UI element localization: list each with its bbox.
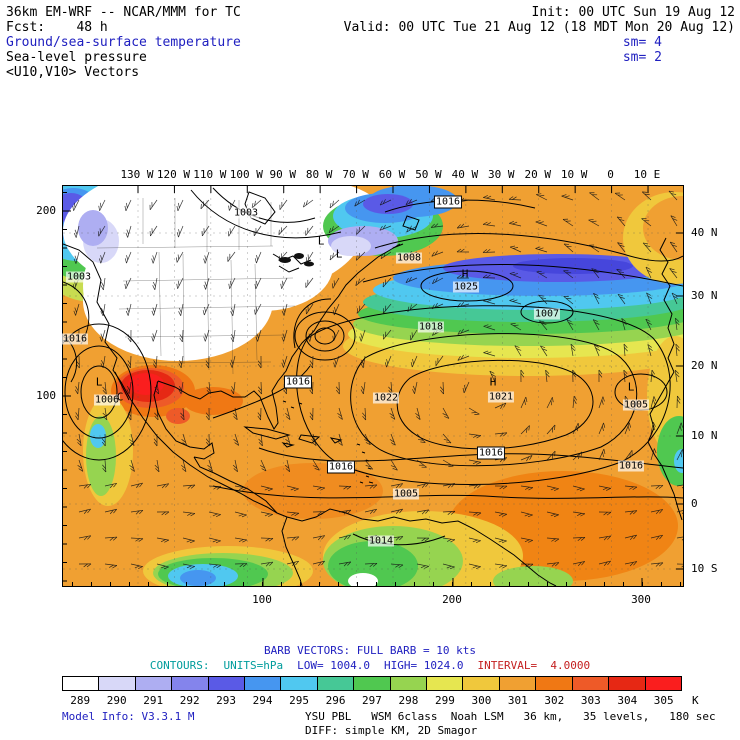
pressure-contours: [63, 187, 683, 546]
colorbar-tick-label: 298: [398, 694, 419, 707]
axis-ticks: [63, 186, 683, 586]
colorbar-tick-label: 299: [434, 694, 455, 707]
smoothing-1: sm= 4: [622, 35, 662, 50]
bottom-axis-label: 300: [631, 593, 651, 606]
map-canvas: [63, 186, 683, 586]
right-axis-label: 20 N: [691, 359, 718, 372]
top-axis-label: 120 W: [156, 168, 190, 181]
colorbar-cell-294: [245, 677, 282, 690]
contour-legend: CONTOURS: UNITS=hPa LOW= 1004.0 HIGH= 1024.…: [0, 660, 740, 672]
top-axis-label: 30 W: [488, 168, 515, 181]
field-temperature-label: Ground/sea-surface temperature: [6, 35, 241, 50]
top-axis-label: 0: [607, 168, 614, 181]
colorbar-cell-299: [427, 677, 464, 690]
map-frame: 1003 1016 1008 1025 1007 1018 1003 1016 1006 1016…: [61, 185, 684, 587]
colorbar-cell-305: [645, 677, 681, 690]
colorbar-cell-300: [463, 677, 500, 690]
colorbar-cell-291: [135, 677, 173, 690]
colorbar-tick-label: 296: [325, 694, 346, 707]
colorbar-cell-303: [572, 677, 610, 690]
colorbar-unit: K: [692, 694, 699, 707]
colorbar-cell-290: [99, 677, 136, 690]
colorbar-tick-label: 290: [106, 694, 127, 707]
top-axis-label: 20 W: [524, 168, 551, 181]
smoothing-2: sm= 2: [622, 50, 662, 65]
colorbar-cell-295: [281, 677, 318, 690]
colorbar-tick-label: 300: [471, 694, 492, 707]
top-axis-label: 10 E: [633, 168, 661, 181]
right-axis-label: 40 N: [691, 226, 718, 239]
bottom-axis-label: 200: [442, 593, 462, 606]
colorbar-tick-label: 303: [580, 694, 601, 707]
colorbar-tick-label: 294: [252, 694, 273, 707]
barb-legend: BARB VECTORS: FULL BARB = 10 kts: [264, 644, 476, 657]
contour-legend-low: LOW= 1004.0: [297, 659, 370, 672]
colorbar-cell-298: [390, 677, 428, 690]
top-axis-label: 130 W: [120, 168, 154, 181]
colorbar-tick-label: 291: [143, 694, 164, 707]
field-pressure-label: Sea-level pressure: [6, 50, 147, 65]
colorbar-cell-292: [172, 677, 209, 690]
colorbar-tick-label: 289: [70, 694, 91, 707]
colorbar-cell-302: [536, 677, 573, 690]
contour-legend-high: HIGH= 1024.0: [384, 659, 464, 672]
lat-lon-graticule: [63, 186, 683, 586]
diffusion-options: DIFF: simple KM, 2D Smagor: [305, 724, 478, 737]
top-axis-label: 80 W: [305, 168, 333, 181]
top-axis-label: 70 W: [342, 168, 369, 181]
colorbar-cell-297: [354, 677, 391, 690]
colorbar-cell-301: [499, 677, 537, 690]
right-axis-label: 30 N: [691, 289, 718, 302]
colorbar-tick-label: 304: [617, 694, 638, 707]
forecast-hour: Fcst: 48 h: [6, 20, 108, 35]
colorbar-cell-293: [208, 677, 246, 690]
bottom-axis-label: 100: [252, 593, 272, 606]
top-axis-label: 90 W: [269, 168, 296, 181]
colorbar-cell-296: [317, 677, 355, 690]
colorbar-tick-label: 292: [179, 694, 200, 707]
valid-time: Valid: 00 UTC Tue 21 Aug 12 (18 MDT Mon …: [343, 20, 735, 35]
top-axis-label: 40 W: [451, 168, 479, 181]
right-axis-label: 0: [691, 497, 698, 510]
top-axis-label: 60 W: [378, 168, 406, 181]
model-title: 36km EM-WRF -- NCAR/MMM for TC: [6, 5, 241, 20]
right-axis-label: 10 N: [691, 429, 718, 442]
contour-legend-title: CONTOURS:: [149, 659, 210, 672]
contour-legend-interval: INTERVAL= 4.0000: [477, 659, 591, 672]
contour-legend-units: UNITS=hPa: [223, 659, 284, 672]
colorbar-tick-label: 293: [216, 694, 237, 707]
colorbar-labels: 289 290 291 292 293 294 295 296 297 298 299 300 301 3…: [62, 695, 682, 706]
left-axis-label: 200: [36, 204, 56, 217]
left-axis-label: 100: [36, 389, 56, 402]
colorbar-tick-label: 305: [653, 694, 674, 707]
right-axis-label: 10 S: [691, 562, 718, 575]
init-time: Init: 00 UTC Sun 19 Aug 12: [531, 5, 736, 20]
colorbar-cell-304: [609, 677, 646, 690]
colorbar-tick-label: 302: [544, 694, 565, 707]
colorbar-tick-label: 301: [507, 694, 528, 707]
colorbar-tick-label: 297: [362, 694, 382, 707]
wind-barbs: [72, 190, 683, 570]
physics-options: YSU PBL WSM 6class Noah LSM 36 km, 35 le…: [305, 710, 716, 723]
top-axis-label: 50 W: [415, 168, 442, 181]
model-info: Model Info: V3.3.1 M: [62, 710, 195, 723]
field-vectors-label: <U10,V10> Vectors: [6, 65, 140, 80]
top-axis-label: 110 W: [193, 168, 227, 181]
colorbar: [62, 676, 682, 691]
colorbar-tick-label: 295: [289, 694, 309, 707]
top-axis-label: 10 W: [560, 168, 588, 181]
top-axis-label: 100 W: [229, 168, 263, 181]
colorbar-cell-289: [63, 677, 100, 690]
